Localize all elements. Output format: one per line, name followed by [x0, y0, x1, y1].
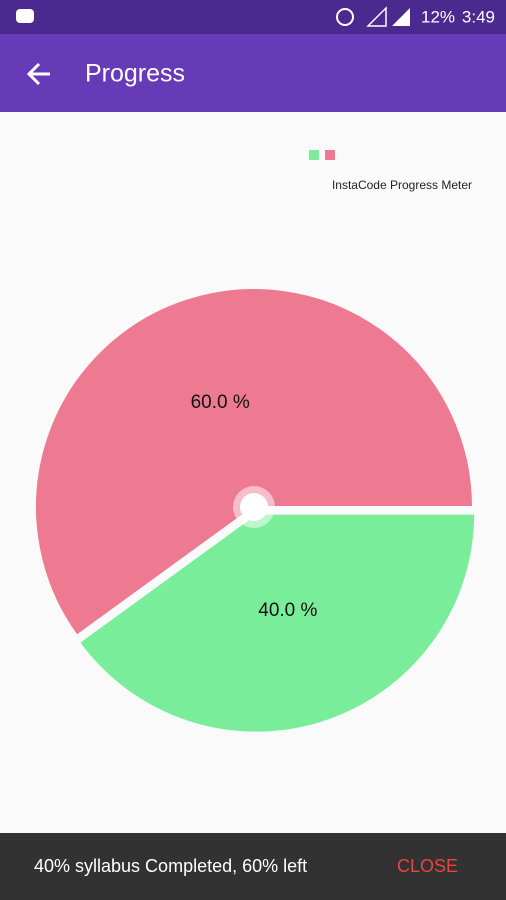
alarm-icon — [336, 8, 354, 26]
wifi-icon — [392, 8, 410, 26]
app-title: Progress — [85, 60, 185, 88]
hole — [240, 493, 268, 521]
legend-swatch — [325, 150, 335, 160]
signal-icon — [366, 6, 387, 27]
slice-label: 40.0 % — [258, 600, 317, 621]
back-button[interactable] — [26, 62, 50, 86]
clock: 3:49 — [462, 7, 495, 26]
status-bar — [0, 0, 506, 34]
android-icon — [16, 9, 34, 23]
snackbar-action[interactable]: CLOSE — [397, 856, 458, 876]
legend-label: InstaCode Progress Meter — [332, 178, 472, 192]
snackbar-message: 40% syllabus Completed, 60% left — [34, 856, 307, 876]
legend-swatch — [309, 150, 319, 160]
snackbar — [0, 833, 506, 900]
app-bar — [0, 34, 506, 112]
slice-label: 60.0 % — [191, 392, 250, 413]
battery-text: 12% — [421, 7, 455, 26]
pie-slice — [34, 287, 475, 638]
pie-slice — [77, 512, 477, 734]
